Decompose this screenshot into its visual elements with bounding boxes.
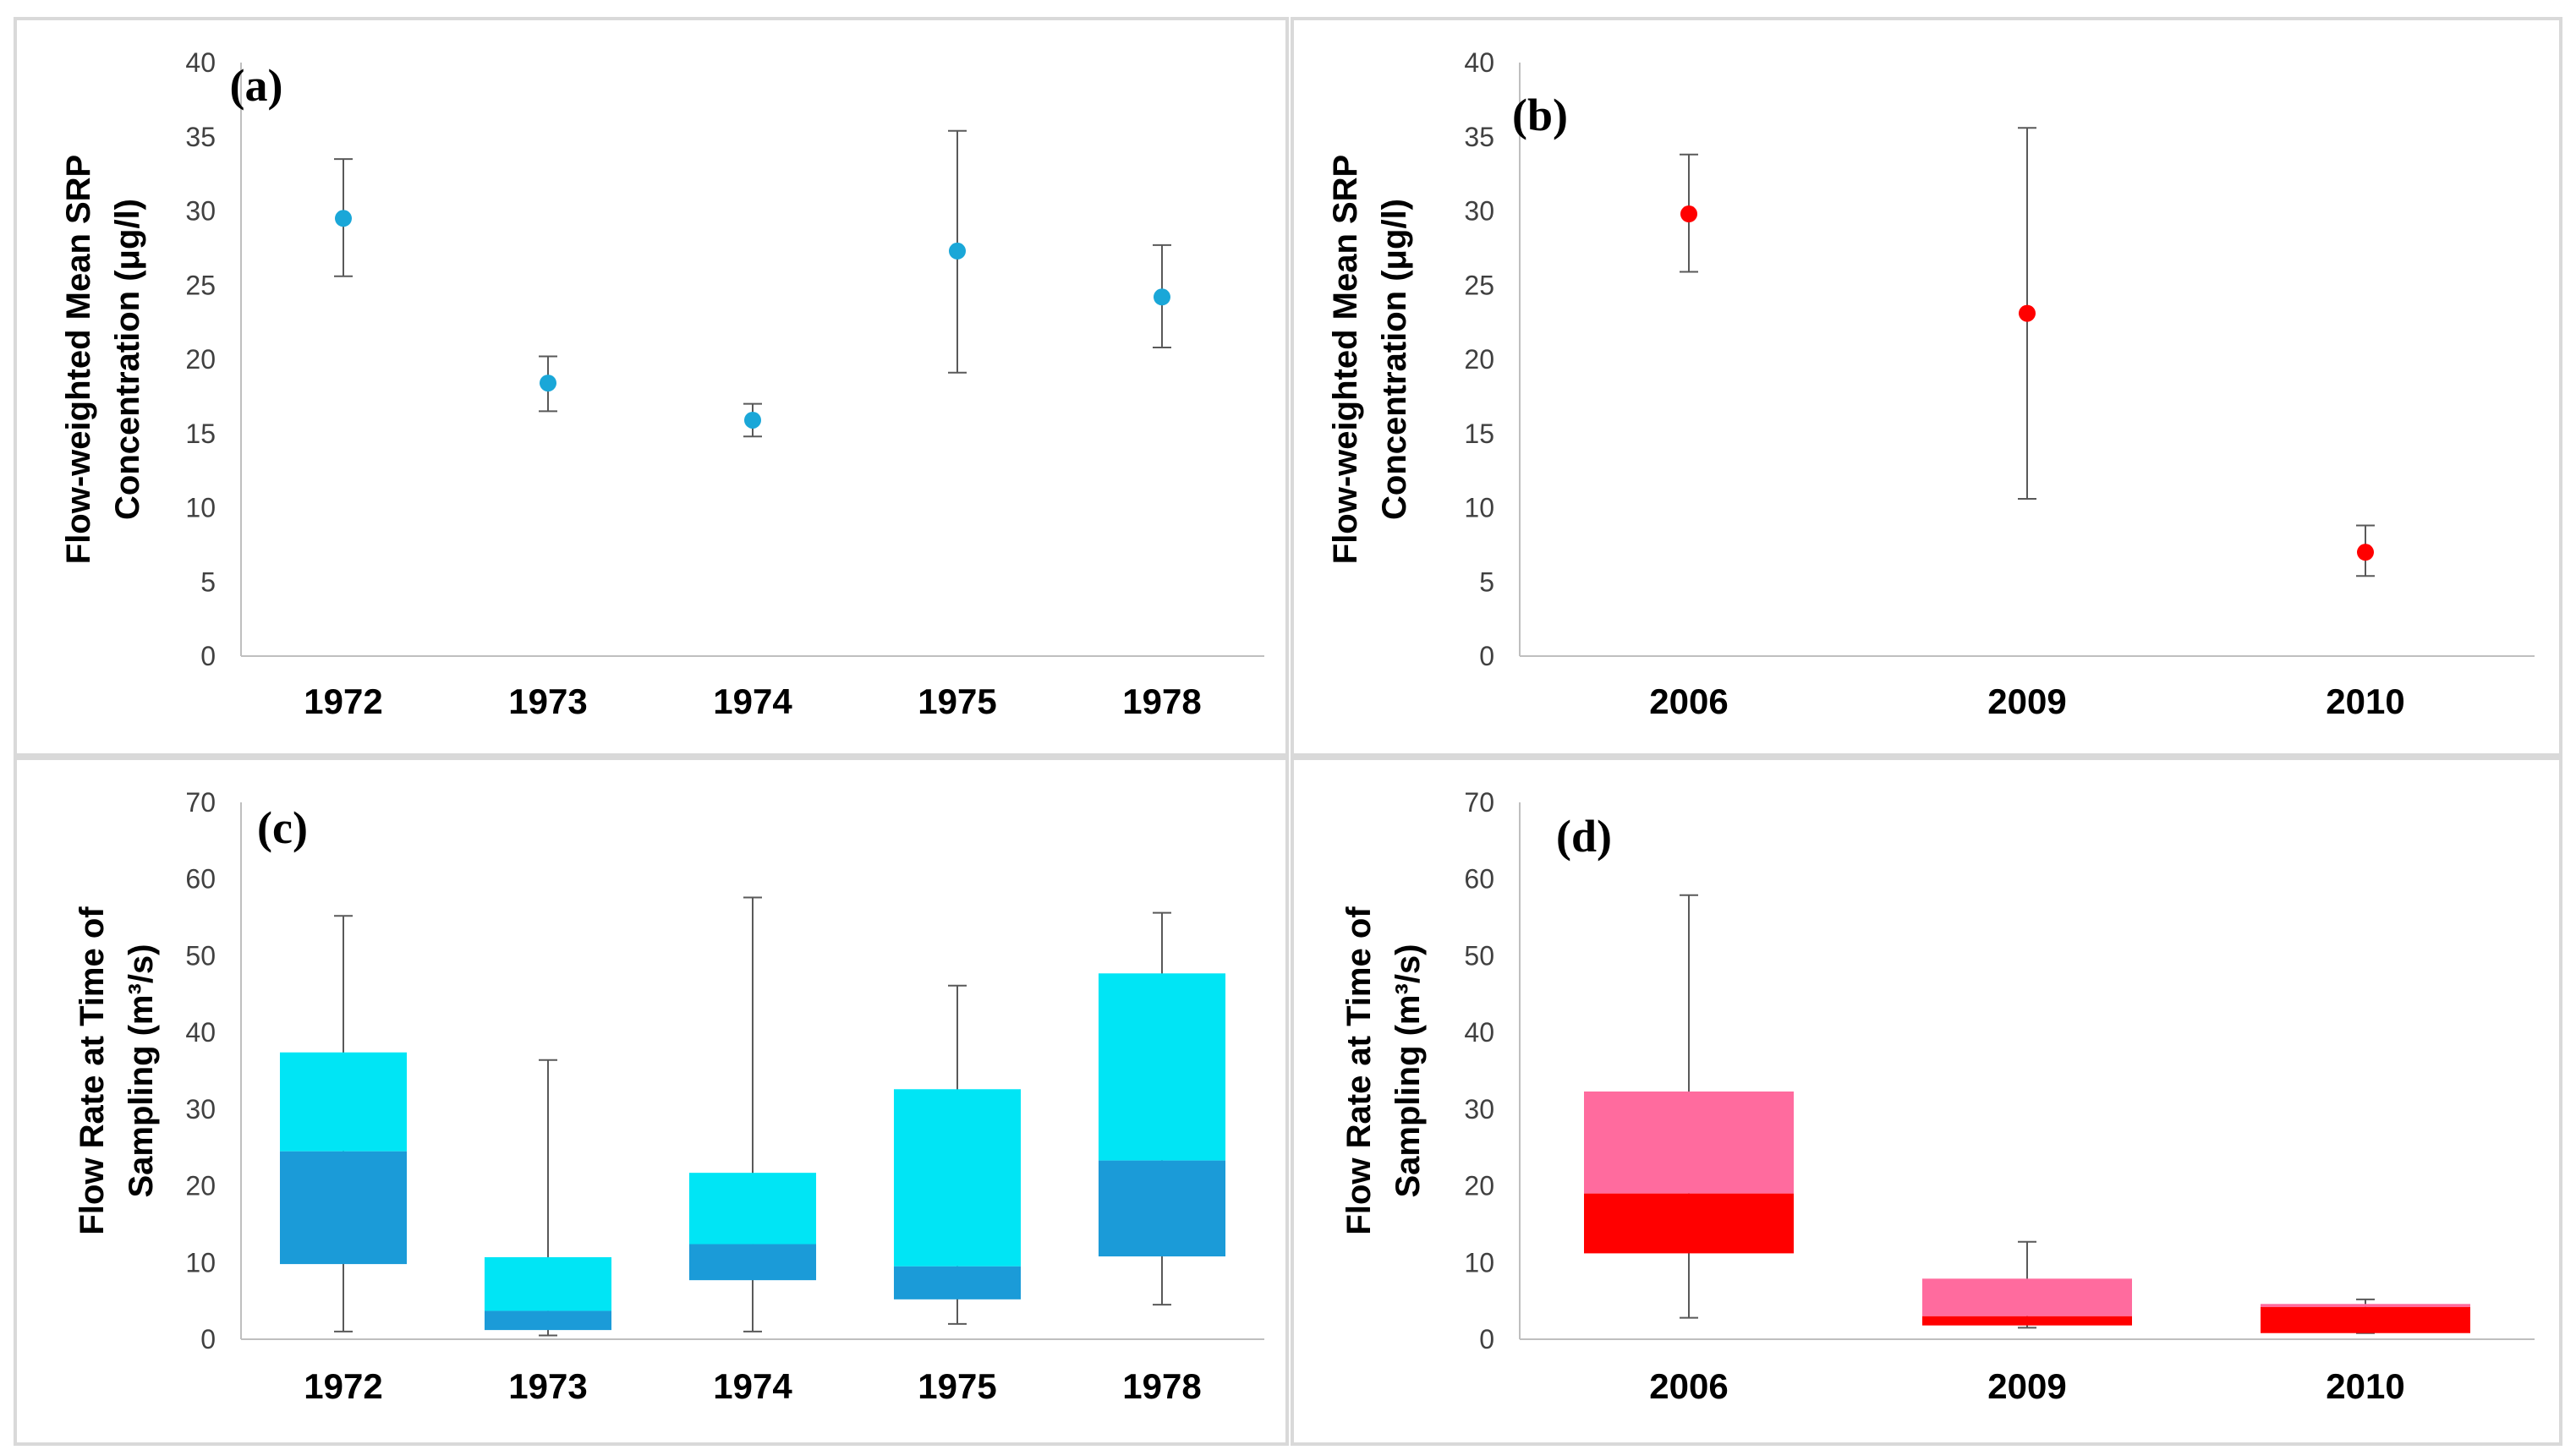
data-point xyxy=(2019,304,2036,322)
y-tick-label: 70 xyxy=(185,787,216,818)
y-tick-label: 30 xyxy=(185,1094,216,1124)
y-tick-label: 5 xyxy=(200,566,216,597)
data-point xyxy=(335,210,352,227)
y-tick-label: 0 xyxy=(1479,641,1494,671)
box-upper xyxy=(1922,1278,2132,1316)
y-tick-label: 60 xyxy=(185,864,216,895)
x-category-label: 2010 xyxy=(2326,1366,2404,1406)
y-axis-title-line: Flow Rate at Time of xyxy=(1340,906,1378,1235)
y-tick-label: 35 xyxy=(1464,122,1494,152)
panel-label: (b) xyxy=(1512,90,1568,140)
y-axis-title-line: Concentration (μg/l) xyxy=(1376,199,1413,520)
x-category-label: 1972 xyxy=(304,1366,382,1406)
y-tick-label: 50 xyxy=(185,940,216,971)
y-tick-label: 10 xyxy=(185,1247,216,1278)
y-axis-title: Flow Rate at Time of Sampling (m³/s) xyxy=(1340,906,1427,1235)
y-tick-label: 40 xyxy=(185,47,216,78)
y-tick-label: 25 xyxy=(1464,270,1494,300)
y-axis-title: Flow-weighted Mean SRP Concentration (μg/… xyxy=(1327,155,1413,564)
y-tick-label: 40 xyxy=(1464,47,1494,78)
box-upper xyxy=(1098,973,1226,1161)
y-tick-label: 30 xyxy=(1464,196,1494,227)
y-tick-label: 0 xyxy=(200,641,216,671)
box-upper xyxy=(688,1173,817,1245)
x-category-label: 1978 xyxy=(1122,1366,1201,1406)
panel-label: (a) xyxy=(230,60,283,111)
y-axis-title: Flow Rate at Time of Sampling (m³/s) xyxy=(74,906,160,1235)
box-upper xyxy=(2261,1304,2470,1307)
panel-b: 0 5 10 15 20 25 30 35 40 2006 2009 2010 Flow-weighte… xyxy=(1291,17,2562,757)
x-category-label: 2009 xyxy=(1987,1366,2066,1406)
x-category-label: 2010 xyxy=(2326,681,2404,721)
y-tick-label: 20 xyxy=(1464,1171,1494,1201)
panel-label: (d) xyxy=(1556,811,1612,862)
y-tick-label: 0 xyxy=(1479,1324,1494,1354)
y-tick-label: 40 xyxy=(1464,1017,1494,1048)
y-tick-label: 60 xyxy=(1464,864,1494,895)
x-category-label: 1974 xyxy=(713,681,792,721)
y-axis-title-line: Concentration (μg/l) xyxy=(109,199,146,520)
box-lower xyxy=(893,1266,1022,1300)
box-lower xyxy=(688,1244,817,1281)
y-tick-label: 20 xyxy=(1464,344,1494,375)
x-category-label: 2006 xyxy=(1649,681,1728,721)
x-category-label: 1974 xyxy=(713,1366,792,1406)
box-upper xyxy=(893,1089,1022,1267)
y-tick-label: 10 xyxy=(1464,493,1494,523)
box-upper xyxy=(279,1052,408,1152)
data-point xyxy=(540,375,556,392)
y-axis-title: Flow-weighted Mean SRP Concentration (μg/… xyxy=(60,155,146,564)
y-axis-title-line: Sampling (m³/s) xyxy=(123,944,160,1197)
x-category-label: 2009 xyxy=(1987,681,2066,721)
y-tick-label: 10 xyxy=(1464,1247,1494,1278)
panel-label: (c) xyxy=(257,802,308,853)
box-lower xyxy=(279,1151,408,1265)
box-lower xyxy=(2261,1306,2470,1333)
box-lower xyxy=(1584,1193,1794,1254)
y-tick-label: 5 xyxy=(1479,566,1494,597)
y-axis-title-line: Flow Rate at Time of xyxy=(74,906,111,1235)
box-upper xyxy=(1584,1091,1794,1194)
y-tick-label: 15 xyxy=(1464,419,1494,449)
box-lower xyxy=(1922,1316,2132,1326)
y-tick-label: 10 xyxy=(185,493,216,523)
panel-a: 0 5 10 15 20 25 30 35 40 1972 1973 1974 1975 1978 Flow… xyxy=(14,17,1289,757)
chart-d-svg: 0 10 20 30 40 50 60 70 2006 2009 2010 Flow Rate at … xyxy=(1340,787,2535,1406)
x-category-label: 1973 xyxy=(508,1366,587,1406)
box-lower xyxy=(484,1310,612,1331)
y-tick-label: 40 xyxy=(185,1017,216,1048)
y-tick-label: 30 xyxy=(185,196,216,227)
y-tick-label: 50 xyxy=(1464,940,1494,971)
panel-d: 0 10 20 30 40 50 60 70 2006 2009 2010 Flow Rate at … xyxy=(1291,757,2562,1446)
y-axis-title-line: Sampling (m³/s) xyxy=(1389,944,1427,1197)
chart-b-svg: 0 5 10 15 20 25 30 35 40 2006 2009 2010 Flow-weighte… xyxy=(1327,47,2535,721)
y-axis-title-line: Flow-weighted Mean SRP xyxy=(60,155,97,564)
data-point xyxy=(949,242,966,260)
x-category-label: 1978 xyxy=(1122,681,1201,721)
x-category-label: 1973 xyxy=(508,681,587,721)
x-category-label: 1975 xyxy=(918,681,996,721)
y-tick-label: 25 xyxy=(185,270,216,300)
data-point xyxy=(1154,288,1170,306)
x-category-label: 1972 xyxy=(304,681,382,721)
panel-c: 0 10 20 30 40 50 60 70 1972 1973 1974 1975 1978 Flow … xyxy=(14,757,1289,1446)
y-tick-label: 0 xyxy=(200,1324,216,1354)
y-tick-label: 70 xyxy=(1464,787,1494,818)
y-tick-label: 35 xyxy=(185,122,216,152)
y-tick-label: 20 xyxy=(185,1171,216,1201)
data-point xyxy=(1680,205,1697,223)
data-point xyxy=(744,411,761,429)
y-tick-label: 15 xyxy=(185,419,216,449)
x-category-label: 2006 xyxy=(1649,1366,1728,1406)
box-lower xyxy=(1098,1160,1226,1257)
x-category-label: 1975 xyxy=(918,1366,996,1406)
y-tick-label: 30 xyxy=(1464,1094,1494,1124)
data-point xyxy=(2357,544,2374,561)
y-tick-label: 20 xyxy=(185,344,216,375)
chart-a-svg: 0 5 10 15 20 25 30 35 40 1972 1973 1974 1975 1978 Flow… xyxy=(60,47,1264,721)
y-axis-title-line: Flow-weighted Mean SRP xyxy=(1327,155,1364,564)
box-upper xyxy=(484,1256,612,1311)
chart-c-svg: 0 10 20 30 40 50 60 70 1972 1973 1974 1975 1978 Flow … xyxy=(74,787,1264,1406)
